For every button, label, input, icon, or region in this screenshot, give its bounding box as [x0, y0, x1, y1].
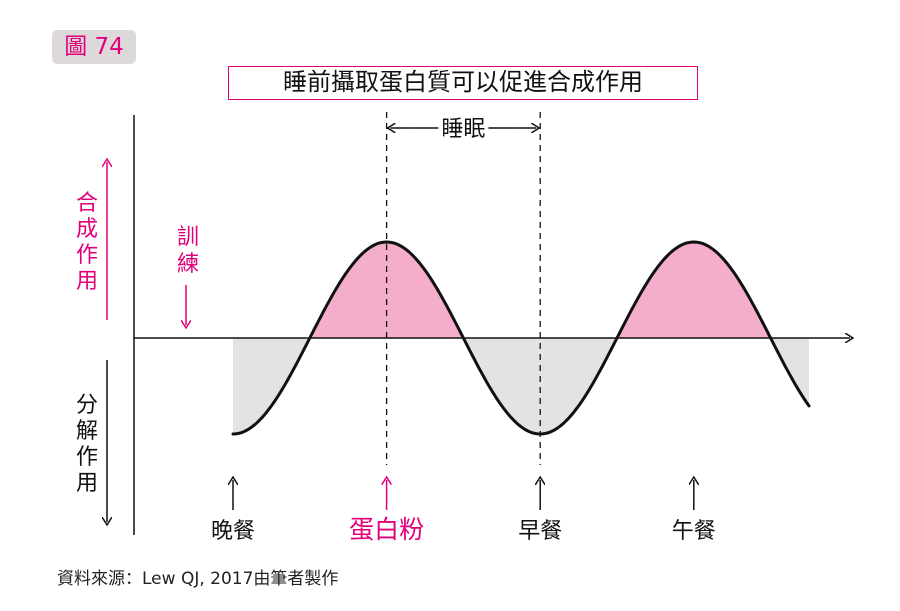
protein-balance-curve [231, 240, 811, 436]
ylabel-negative-char: 用 [76, 471, 98, 496]
ylabel-negative-char: 解 [76, 419, 98, 444]
synthesis-area-1 [312, 242, 466, 338]
ylabel-positive-char: 作 [76, 243, 98, 268]
ylabel-negative-char: 分 [76, 393, 98, 418]
ylabel-positive-char: 用 [76, 269, 98, 294]
breakdown-area-0 [233, 338, 313, 434]
training-label-char: 訓 [177, 225, 199, 250]
axes [133, 115, 850, 535]
event-label-3: 午餐 [672, 519, 716, 544]
event-label-0: 晚餐 [211, 519, 255, 544]
event-label-1: 蛋白粉 [349, 515, 424, 544]
chart-title: 睡前攝取蛋白質可以促進合成作用 [228, 66, 698, 100]
training-label-char: 練 [177, 252, 199, 277]
ylabel-positive-char: 成 [76, 217, 98, 242]
event-label-2: 早餐 [518, 519, 562, 544]
curve-layer [231, 240, 811, 436]
figure-label: 圖 74 [52, 30, 136, 64]
source-note: 資料來源：Lew QJ, 2017由筆者製作 [57, 569, 339, 589]
ylabel-positive-char: 合 [76, 191, 98, 216]
ylabel-negative-char: 作 [76, 445, 98, 470]
area-fills [233, 242, 809, 434]
sleep-label: 睡眠 [441, 117, 485, 142]
breakdown-area-4 [773, 338, 809, 406]
synthesis-area-3 [619, 242, 773, 338]
breakdown-area-2 [465, 338, 620, 434]
event-markers: 晚餐 蛋白粉 早餐 午餐 [211, 480, 716, 544]
